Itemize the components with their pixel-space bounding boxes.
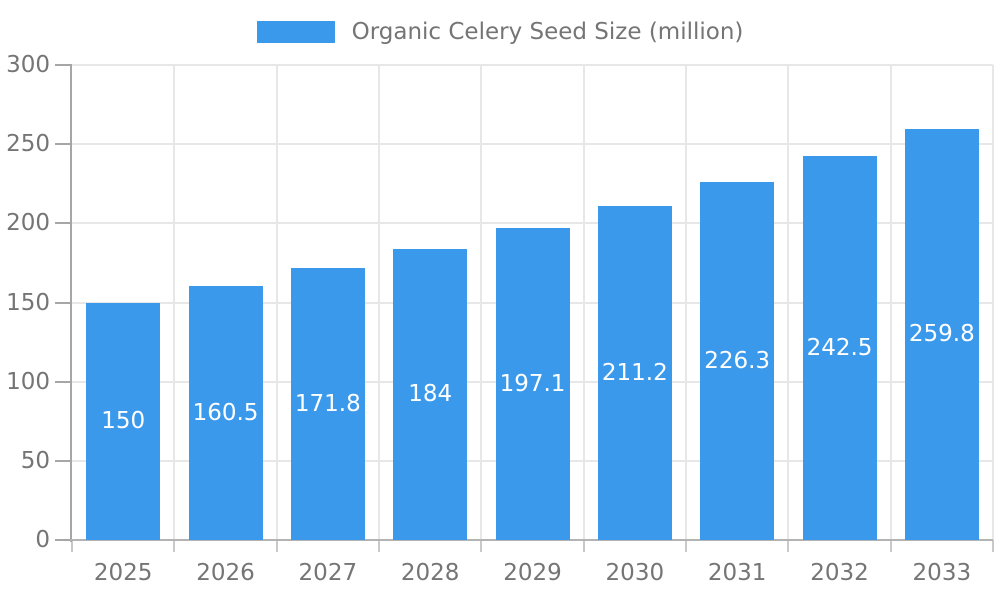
y-tick (55, 143, 72, 146)
y-tick (55, 539, 72, 541)
y-axis-label: 0 (35, 527, 50, 553)
x-tick (787, 540, 790, 552)
gridline-vertical (787, 65, 790, 540)
x-tick (685, 540, 687, 552)
y-axis-label: 150 (6, 289, 50, 316)
x-axis-label: 2032 (810, 560, 869, 586)
x-axis-label: 2033 (912, 560, 972, 586)
x-tick (582, 540, 585, 552)
gridline-vertical (582, 65, 585, 540)
bar[interactable] (597, 205, 672, 540)
bar[interactable] (86, 302, 161, 540)
y-axis-label: 50 (20, 447, 50, 474)
x-tick (173, 540, 176, 552)
gridline-horizontal (72, 143, 993, 146)
y-tick (55, 222, 72, 225)
bar-value-label: 259.8 (908, 321, 975, 348)
bar[interactable] (393, 248, 468, 540)
x-tick (275, 540, 278, 552)
y-axis-line (70, 65, 72, 542)
bar-value-label: 160.5 (192, 399, 259, 426)
x-axis-label: 2031 (707, 560, 767, 586)
x-tick (889, 540, 892, 552)
bar-value-label: 171.8 (294, 390, 361, 417)
legend-label: Organic Celery Seed Size (million) (351, 19, 744, 45)
y-tick (55, 459, 72, 462)
gridline-vertical (275, 65, 278, 540)
x-tick (992, 540, 994, 552)
bar[interactable] (290, 267, 365, 540)
y-axis-label: 300 (6, 52, 50, 78)
x-tick (71, 540, 73, 552)
gridline-horizontal (72, 222, 993, 225)
x-axis-label: 2026 (196, 560, 255, 586)
gridline-horizontal (72, 64, 993, 66)
bar-value-label: 211.2 (601, 359, 668, 386)
gridline-vertical (685, 65, 687, 540)
y-tick (55, 301, 72, 304)
y-tick (55, 380, 72, 383)
x-tick (378, 540, 380, 552)
gridline-vertical (992, 65, 994, 540)
y-axis-label: 250 (6, 131, 50, 158)
bar[interactable] (188, 285, 263, 540)
legend-swatch[interactable] (256, 21, 335, 43)
bar[interactable] (802, 156, 877, 540)
bar[interactable] (700, 181, 775, 540)
bar-value-label: 226.3 (704, 347, 771, 374)
bar[interactable] (495, 227, 570, 540)
x-axis-label: 2025 (93, 560, 153, 586)
gridline-vertical (173, 65, 176, 540)
gridline-vertical (480, 65, 483, 540)
x-axis-label: 2030 (605, 560, 665, 586)
gridline-vertical (378, 65, 380, 540)
x-axis-label: 2028 (400, 560, 460, 586)
bar[interactable] (904, 128, 979, 540)
x-axis-line (70, 539, 993, 541)
bar-value-label: 197.1 (499, 370, 566, 397)
x-axis-label: 2029 (503, 560, 562, 586)
bar-value-label: 150 (101, 408, 146, 435)
bar-value-label: 184 (408, 381, 453, 408)
x-tick (480, 540, 483, 552)
legend[interactable]: Organic Celery Seed Size (million) (0, 19, 1000, 45)
gridline-vertical (889, 65, 892, 540)
bar-value-label: 242.5 (806, 335, 873, 361)
y-tick (55, 64, 72, 66)
y-axis-label: 200 (6, 210, 50, 237)
x-axis-label: 2027 (298, 560, 358, 586)
y-axis-label: 100 (6, 368, 50, 395)
